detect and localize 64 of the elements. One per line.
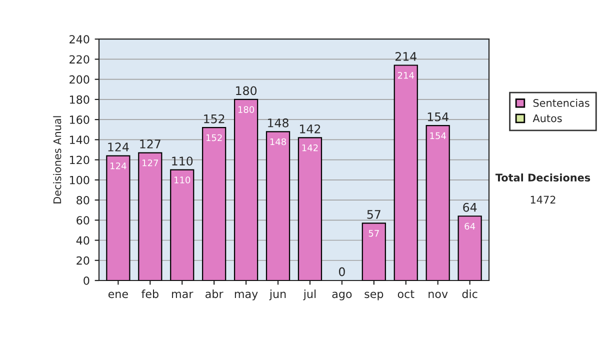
data-label: 152 [206, 134, 222, 142]
total-label: 180 [236, 86, 257, 96]
bar [106, 155, 130, 280]
legend-label: Sentencias [533, 98, 590, 107]
data-label: 64 [464, 222, 476, 230]
y-tick-label: 80 [76, 196, 90, 204]
y-tick-label: 20 [76, 256, 90, 265]
bar [234, 98, 258, 280]
data-label: 154 [430, 132, 446, 140]
total-label: 127 [140, 140, 160, 148]
total-label: 154 [428, 112, 448, 122]
x-tick-label: ago [332, 292, 352, 300]
bar [394, 64, 418, 280]
total-label: 142 [300, 124, 320, 134]
text: 1472 [530, 196, 556, 204]
x-tick-label: jul [303, 290, 316, 300]
data-label: 127 [142, 159, 158, 166]
total-label: 64 [463, 202, 477, 212]
y-tick-label: 140 [70, 136, 90, 144]
total-label: 57 [367, 210, 380, 219]
total-label: 152 [204, 114, 224, 124]
bar [138, 152, 162, 280]
y-tick-label: 220 [70, 55, 90, 64]
y-tick-label: 180 [70, 95, 90, 104]
legend-label: Autos [532, 114, 562, 122]
total-label: 124 [108, 142, 129, 152]
bar [266, 131, 290, 280]
data-label: 110 [174, 176, 190, 184]
x-tick-label: mar [172, 292, 194, 298]
y-tick-label: 60 [76, 216, 90, 225]
data-label: 142 [302, 144, 318, 152]
total-label: 148 [268, 118, 288, 128]
data-label: 57 [368, 230, 379, 237]
y-tick-label: 120 [70, 156, 90, 164]
y-tick-label: 0 [84, 276, 90, 285]
data-label: 148 [270, 138, 286, 146]
data-label: 180 [238, 106, 254, 113]
x-tick-label: may [234, 292, 258, 300]
y-tick-label: 240 [70, 35, 90, 44]
total-label: 110 [172, 156, 193, 166]
bar [426, 125, 450, 280]
text: Total Decisiones [495, 173, 590, 182]
x-tick-label: dic [462, 290, 478, 298]
bar [298, 137, 322, 280]
data-label: 214 [398, 72, 414, 79]
y-tick-label: 200 [70, 75, 90, 84]
x-tick-label: feb [142, 290, 158, 298]
x-tick-label: ene [108, 292, 128, 298]
x-tick-label: abr [206, 290, 224, 298]
total-label: 0 [338, 267, 345, 276]
data-label: 124 [110, 162, 126, 170]
y-tick-label: 40 [76, 236, 90, 245]
bar [362, 222, 386, 280]
x-tick-label: oct [398, 290, 414, 298]
x-tick-label: nov [428, 292, 448, 298]
bar [458, 216, 482, 280]
bar [202, 127, 226, 280]
y-axis-title: Decisiones Anual [53, 116, 62, 204]
y-tick-label: 160 [70, 116, 90, 124]
y-tick-label: 100 [70, 176, 90, 184]
total-label: 214 [395, 52, 416, 61]
x-tick-label: jun [269, 290, 286, 300]
x-tick-label: sep [364, 292, 384, 300]
bar [170, 169, 194, 280]
